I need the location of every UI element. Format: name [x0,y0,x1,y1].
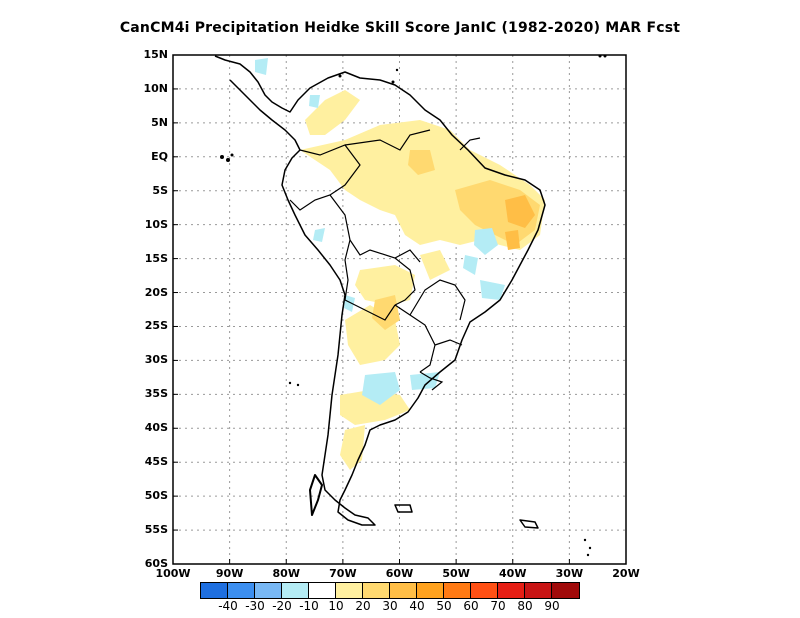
lat-tick-label: 35S [144,387,168,401]
lat-tick-label: 5S [152,183,168,197]
colorbar-swatch [417,583,444,598]
axis-ticks [172,54,627,565]
colorbar-label: 20 [355,599,371,613]
colorbar-swatch [336,583,363,598]
lon-tick-label: 80W [272,567,300,580]
lon-tick-label: 30W [555,567,584,580]
lat-tick-label: 10S [144,217,168,231]
colorbar-label: 70 [490,599,506,613]
country-borders [289,129,481,391]
colorbar-swatch [552,583,579,598]
colorbar-swatch [498,583,525,598]
lat-tick-label: 45S [144,455,168,469]
colorbar-swatch [282,583,309,598]
lat-tick-label: 40S [144,421,168,435]
colorbar-swatch [228,583,255,598]
lon-tick-label: 20W [612,567,640,580]
lon-tick-label: 100W [155,567,191,580]
lon-tick-label: 70W [329,567,357,580]
colorbar-label: 10 [328,599,344,613]
lon-tick-label: 60W [385,567,414,580]
colorbar-swatch [525,583,552,598]
colorbar-swatch [309,583,336,598]
coastlines [214,55,546,529]
lat-tick-label: 15N [143,48,168,61]
lat-tick-label: 10N [143,81,168,95]
colorbar-swatch [363,583,390,598]
colorbar [200,582,580,599]
colorbar-label: -30 [245,599,265,613]
lon-tick-label: 90W [215,567,244,580]
negative-skill-shading [255,58,505,405]
colorbar-label: -40 [218,599,238,613]
lat-tick-label: 55S [144,523,168,537]
colorbar-label: 80 [517,599,533,613]
colorbar-label: 50 [436,599,452,613]
lat-tick-label: 5N [151,115,168,129]
lat-tick-label: 20S [144,285,168,299]
colorbar-label: -10 [299,599,319,613]
colorbar-swatch [255,583,282,598]
colorbar-label: 90 [544,599,560,613]
colorbar-swatch [471,583,498,598]
lon-tick-label: 50W [442,567,470,580]
lat-tick-label: 15S [144,251,168,265]
colorbar-swatch [444,583,471,598]
colorbar-swatch [390,583,417,598]
colorbar-label: 40 [409,599,425,613]
high-skill-shading [505,195,535,250]
colorbar-label: 30 [382,599,398,613]
lon-tick-label: 40W [499,567,527,580]
colorbar-swatch [201,583,228,598]
lat-tick-label: 60S [144,557,168,570]
colorbar-label: 60 [463,599,479,613]
moderate-skill-shading [372,150,540,330]
lat-tick-label: 30S [144,353,168,367]
lat-tick-label: 25S [144,319,168,333]
lat-tick-label: EQ [151,149,168,163]
map-title: CanCM4i Precipitation Heidke Skill Score… [119,20,681,36]
colorbar-label: -20 [272,599,292,613]
lat-tick-label: 50S [144,489,168,503]
